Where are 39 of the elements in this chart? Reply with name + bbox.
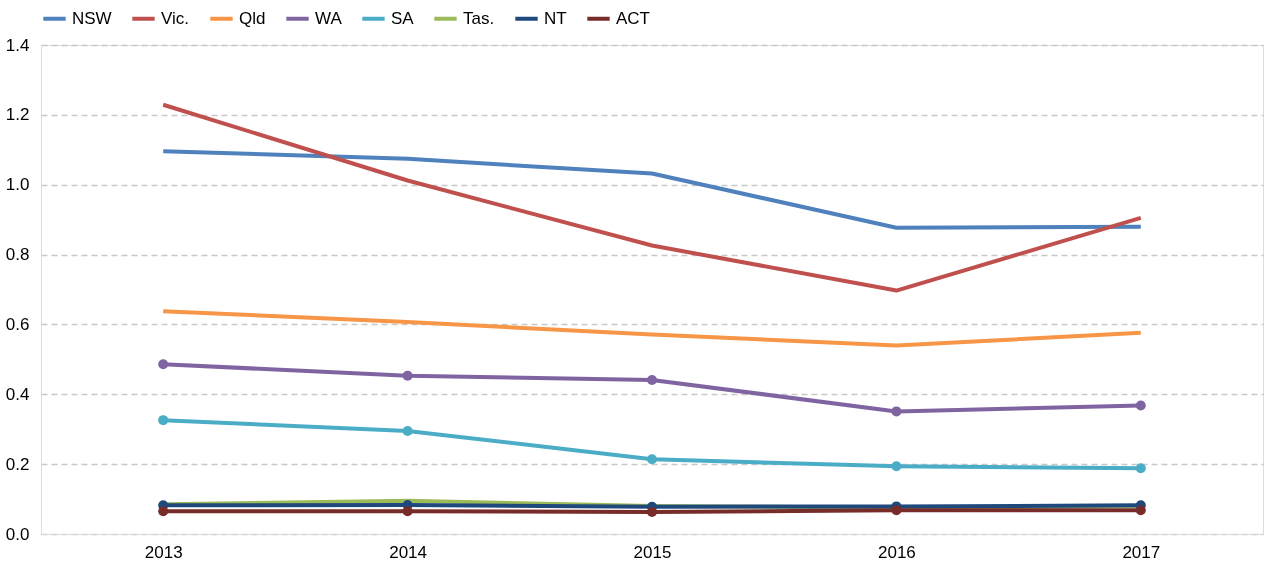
point [158, 506, 169, 517]
legend-label: SA [391, 8, 415, 28]
legend-label: Qld [239, 8, 266, 28]
y-tick-label: 0.8 [5, 245, 30, 265]
point [402, 506, 413, 517]
x-tick-label: 2016 [877, 542, 916, 562]
point [1135, 505, 1146, 516]
point [647, 374, 657, 385]
line-series [161, 102, 1143, 293]
legend-label: NT [544, 8, 567, 28]
legend-label: NSW [72, 8, 112, 28]
line-series [161, 149, 1143, 230]
point [1135, 463, 1146, 474]
point [891, 505, 902, 516]
point [402, 370, 413, 381]
point [891, 406, 902, 417]
point [647, 454, 657, 465]
y-tick-label: 1.4 [5, 35, 30, 55]
legend-label: WA [315, 8, 343, 28]
point [158, 415, 169, 426]
y-tick-label: 1.2 [5, 105, 30, 125]
legend-label: Tas. [463, 8, 495, 28]
point [891, 461, 902, 472]
point [1135, 400, 1146, 411]
point [158, 359, 169, 370]
point [402, 425, 413, 436]
x-tick-label: 2017 [1122, 542, 1161, 562]
x-tick-label: 2014 [389, 542, 428, 562]
y-tick-label: 0.0 [5, 524, 30, 544]
x-tick-label: 2015 [633, 542, 672, 562]
y-tick-label: 0.2 [5, 454, 30, 474]
y-tick-label: 0.6 [5, 314, 30, 334]
y-tick-label: 1.0 [5, 175, 30, 195]
x-tick-label: 2013 [144, 542, 183, 562]
legend-label: Vic. [161, 8, 190, 28]
line-series [161, 309, 1143, 348]
point [647, 507, 657, 517]
y-tick-label: 0.4 [5, 384, 30, 404]
legend-label: ACT [616, 8, 650, 28]
